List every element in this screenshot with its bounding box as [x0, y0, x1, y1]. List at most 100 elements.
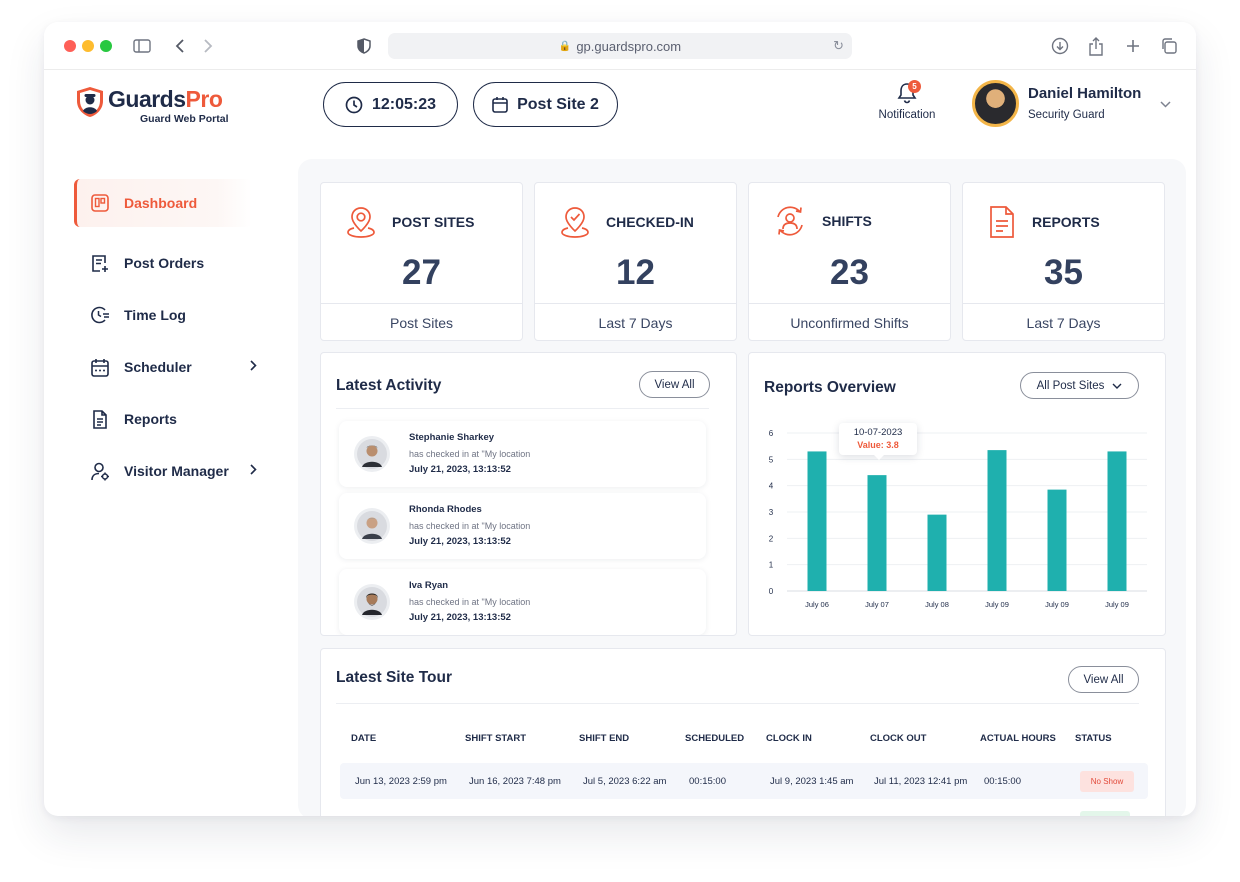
post-site-filter-dropdown[interactable]: All Post Sites: [1020, 372, 1139, 399]
sidebar-item-label: Dashboard: [124, 195, 198, 211]
brand-subtitle: Guard Web Portal: [140, 113, 229, 125]
forward-icon[interactable]: [198, 36, 218, 56]
stat-footer: Last 7 Days: [963, 303, 1164, 341]
reports-bar-chart: 0 1 2 3 4 5 6 July 06 July 07 July 08 July 09 July …: [769, 429, 1147, 609]
reload-icon[interactable]: ↻: [833, 38, 844, 53]
chart-bar: [927, 514, 947, 591]
column-header-clock-in: CLOCK IN: [766, 733, 812, 744]
download-icon[interactable]: [1050, 36, 1070, 56]
sidebar-item-scheduler[interactable]: Scheduler: [74, 343, 257, 391]
user-role: Security Guard: [1028, 109, 1105, 121]
reports-overview-panel: Reports Overview All Post Sites 0 1 2 3 4 5 6 J…: [748, 352, 1166, 636]
sidebar-item-visitor-manager[interactable]: Visitor Manager: [74, 447, 257, 495]
location-pin-icon: [347, 207, 375, 238]
document-icon: [90, 409, 110, 429]
notification-count-badge: 5: [908, 80, 921, 93]
x-tick-label: July 07: [865, 600, 889, 609]
checked-pin-icon: [561, 207, 589, 238]
stat-title: POST SITES: [392, 214, 475, 230]
chevron-right-icon: [250, 360, 257, 374]
chevron-down-icon[interactable]: [1160, 97, 1171, 111]
notification-button[interactable]: 5 Notification: [864, 80, 950, 121]
activity-name: Stephanie Sharkey: [409, 432, 495, 443]
activity-name: Iva Ryan: [409, 580, 449, 591]
stat-title: SHIFTS: [822, 213, 872, 229]
x-tick-label: July 09: [985, 600, 1009, 609]
chart-bar: [807, 451, 827, 591]
close-window-button[interactable]: [64, 40, 76, 52]
activity-item[interactable]: Stephanie Sharkey has checked in at "My …: [339, 421, 706, 487]
shift-cycle-icon: [777, 206, 803, 236]
column-header-clock-out: CLOCK OUT: [870, 733, 927, 744]
stat-value: 27: [402, 253, 441, 292]
chart-bar: [867, 475, 887, 591]
stat-value: 35: [1044, 253, 1083, 292]
tooltip-arrow: [874, 455, 884, 460]
table-row[interactable]: Jun 13, 2023 2:59 pm Jun 16, 2023 7:48 p…: [340, 763, 1148, 799]
user-avatar: [972, 80, 1019, 127]
cell-clock-in: Jul 9, 2023 1:45 am: [770, 776, 854, 787]
cell-date: Jun 13, 2023 2:59 pm: [355, 776, 447, 787]
sidebar-item-label: Reports: [124, 411, 177, 427]
cell-shift-start: Jun 16, 2023 7:48 pm: [469, 776, 561, 787]
activity-view-all-button[interactable]: View All: [639, 371, 710, 398]
post-site-selector[interactable]: Post Site 2: [473, 82, 618, 127]
back-icon[interactable]: [170, 36, 190, 56]
sidebar-item-label: Visitor Manager: [124, 463, 229, 479]
share-icon[interactable]: [1086, 36, 1106, 56]
next-row-status-badge: [1080, 811, 1130, 816]
browser-window: 🔒 gp.guardspro.com ↻ GuardsPro Guard Web…: [44, 22, 1196, 816]
activity-item[interactable]: Rhonda Rhodes has checked in at "My loca…: [339, 493, 706, 559]
minimize-window-button[interactable]: [82, 40, 94, 52]
new-tab-icon[interactable]: [1123, 36, 1143, 56]
tabs-overview-icon[interactable]: [1159, 36, 1179, 56]
clock-pill[interactable]: 12:05:23: [323, 82, 458, 127]
divider: [336, 408, 709, 409]
tooltip-date: 10-07-2023: [853, 427, 903, 438]
latest-activity-panel: Latest Activity View All Stephanie Shark…: [320, 352, 737, 636]
x-tick-label: July 06: [805, 600, 829, 609]
y-tick-label: 5: [769, 455, 774, 464]
stat-card-checked-in[interactable]: CHECKED-IN 12 Last 7 Days: [534, 182, 737, 341]
stat-card-shifts[interactable]: SHIFTS 23 Unconfirmed Shifts: [748, 182, 951, 341]
activity-description: has checked in at "My location: [409, 449, 531, 459]
y-tick-label: 3: [769, 508, 774, 517]
stat-footer: Unconfirmed Shifts: [749, 303, 950, 341]
stat-card-post-sites[interactable]: POST SITES 27 Post Sites: [320, 182, 523, 341]
stat-value: 12: [616, 253, 655, 292]
reports-overview-title: Reports Overview: [764, 379, 896, 396]
activity-description: has checked in at "My location: [409, 597, 531, 607]
cell-clock-out: Jul 11, 2023 12:41 pm: [874, 776, 968, 787]
stat-card-reports[interactable]: REPORTS 35 Last 7 Days: [962, 182, 1165, 341]
activity-item[interactable]: Iva Ryan has checked in at "My location …: [339, 569, 706, 635]
notification-label: Notification: [878, 109, 936, 121]
sidebar-item-time-log[interactable]: Time Log: [74, 291, 252, 339]
maximize-window-button[interactable]: [100, 40, 112, 52]
sidebar-item-reports[interactable]: Reports: [74, 395, 252, 443]
chart-bar: [1107, 451, 1127, 591]
y-tick-label: 6: [769, 429, 774, 438]
address-bar[interactable]: 🔒 gp.guardspro.com ↻: [388, 33, 852, 59]
cell-actual-hours: 00:15:00: [984, 776, 1021, 787]
sidebar-item-dashboard[interactable]: Dashboard: [74, 179, 252, 227]
privacy-shield-icon[interactable]: [354, 36, 374, 56]
visitor-icon: [90, 461, 110, 481]
sidebar-item-post-orders[interactable]: Post Orders: [74, 239, 252, 287]
sidebar-item-label: Time Log: [124, 307, 186, 323]
guard-shield-logo-icon: [77, 87, 103, 117]
sidebar-item-label: Scheduler: [124, 359, 192, 375]
site-tour-title: Latest Site Tour: [336, 669, 452, 686]
site-tour-view-all-button[interactable]: View All: [1068, 666, 1139, 693]
sidebar-toggle-icon[interactable]: [132, 36, 152, 56]
cell-scheduled: 00:15:00: [689, 776, 726, 787]
x-tick-label: July 09: [1105, 600, 1129, 609]
activity-time: July 21, 2023, 13:13:52: [409, 536, 511, 547]
user-menu[interactable]: Daniel Hamilton Security Guard: [972, 80, 1182, 130]
clock-icon: [345, 96, 363, 113]
x-tick-label: July 09: [1045, 600, 1069, 609]
stat-footer: Last 7 Days: [535, 303, 736, 341]
y-tick-label: 1: [769, 561, 774, 570]
chart-bar: [1047, 489, 1067, 591]
guardspro-logo[interactable]: GuardsPro Guard Web Portal: [76, 84, 246, 128]
y-tick-label: 2: [769, 534, 774, 543]
